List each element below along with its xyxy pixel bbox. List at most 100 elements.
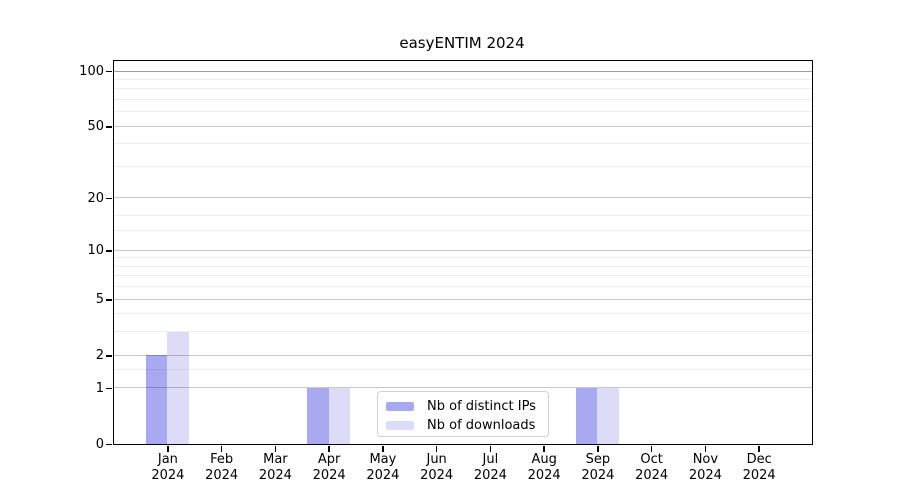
x-tick-mark xyxy=(382,446,384,453)
minor-gridline xyxy=(114,88,812,90)
legend-row-downloads: Nb of downloads xyxy=(386,416,540,435)
x-tick-mark xyxy=(435,446,438,453)
x-tick-month: May xyxy=(369,452,397,467)
y-tick-mark xyxy=(106,387,112,390)
x-tick-year: 2024 xyxy=(312,468,346,483)
x-tick-year: 2024 xyxy=(205,468,239,483)
minor-gridline xyxy=(114,275,812,277)
x-tick-month: Mar xyxy=(263,452,288,467)
x-tick-mark xyxy=(543,446,545,453)
x-tick-month: Nov xyxy=(692,452,719,467)
x-tick-mark xyxy=(704,446,707,453)
legend-swatch-distinct-ips xyxy=(386,402,414,411)
bar-apr-downloads xyxy=(328,387,351,444)
legend-row-distinct-ips: Nb of distinct IPs xyxy=(386,397,540,416)
x-tick-label: Mar 2024 xyxy=(247,452,303,484)
minor-gridline xyxy=(114,143,812,145)
major-gridline xyxy=(114,354,812,356)
x-tick-mark xyxy=(489,446,492,453)
minor-gridline xyxy=(114,111,812,113)
y-tick-label: 1 xyxy=(95,380,104,396)
major-gridline xyxy=(114,197,812,199)
chart-title: easyENTIM 2024 xyxy=(399,34,525,52)
minor-gridline xyxy=(114,98,812,100)
x-tick-mark xyxy=(220,446,223,453)
major-gridline xyxy=(114,249,812,251)
bar-apr-distinct-ips xyxy=(307,387,329,444)
y-tick-mark xyxy=(106,70,112,73)
x-tick-label: Sep 2024 xyxy=(570,452,626,484)
y-tick-mark xyxy=(106,298,112,301)
y-tick-mark xyxy=(106,355,112,357)
y-tick-label: 100 xyxy=(79,63,104,79)
y-tick-label: 5 xyxy=(95,291,104,307)
minor-gridline xyxy=(114,230,812,232)
minor-gridline xyxy=(114,165,812,167)
x-tick-label: May 2024 xyxy=(355,452,411,484)
x-tick-label: Oct 2024 xyxy=(624,452,680,484)
minor-gridline xyxy=(114,257,812,259)
x-tick-year: 2024 xyxy=(151,468,185,483)
x-tick-mark xyxy=(167,446,169,453)
x-tick-year: 2024 xyxy=(258,468,292,483)
x-tick-month: Aug xyxy=(531,452,557,467)
x-tick-month: Apr xyxy=(317,452,341,467)
x-tick-label: Feb 2024 xyxy=(194,452,250,484)
x-tick-label: Aug 2024 xyxy=(516,452,572,484)
x-tick-label: Jul 2024 xyxy=(462,452,518,484)
major-gridline xyxy=(114,125,812,127)
x-tick-year: 2024 xyxy=(473,468,507,483)
y-tick-mark xyxy=(106,197,112,200)
x-tick-year: 2024 xyxy=(366,468,400,483)
x-tick-month: Sep xyxy=(585,452,611,467)
y-tick-label: 0 xyxy=(95,436,104,452)
minor-gridline xyxy=(114,313,812,315)
x-tick-month: Jul xyxy=(482,452,499,467)
x-tick-label: Nov 2024 xyxy=(677,452,733,484)
y-tick-mark xyxy=(106,126,112,128)
major-gridline xyxy=(114,387,812,389)
x-tick-year: 2024 xyxy=(527,468,561,483)
y-tick-label: 20 xyxy=(87,190,104,206)
y-tick-label: 2 xyxy=(95,347,104,363)
legend-label-downloads: Nb of downloads xyxy=(427,418,536,433)
legend: Nb of distinct IPs Nb of downloads xyxy=(377,391,549,437)
x-tick-mark xyxy=(328,446,330,453)
major-gridline xyxy=(114,70,812,72)
bar-jan-distinct-ips xyxy=(145,355,168,444)
minor-gridline xyxy=(114,369,812,371)
bar-sep-distinct-ips xyxy=(575,387,598,444)
x-tick-mark xyxy=(758,446,760,453)
minor-gridline xyxy=(114,331,812,333)
bar-sep-downloads xyxy=(597,387,619,444)
x-tick-year: 2024 xyxy=(581,468,615,483)
minor-gridline xyxy=(114,265,812,267)
x-tick-year: 2024 xyxy=(635,468,669,483)
x-tick-month: Dec xyxy=(746,452,772,467)
y-tick-label: 10 xyxy=(87,242,104,258)
x-tick-year: 2024 xyxy=(420,468,454,483)
major-gridline xyxy=(114,298,812,300)
x-tick-label: Apr 2024 xyxy=(301,452,357,484)
legend-label-distinct-ips: Nb of distinct IPs xyxy=(427,399,536,414)
x-tick-label: Dec 2024 xyxy=(731,452,787,484)
minor-gridline xyxy=(114,214,812,216)
x-tick-mark xyxy=(597,446,599,453)
minor-gridline xyxy=(114,78,812,80)
x-tick-year: 2024 xyxy=(688,468,722,483)
y-tick-mark xyxy=(106,249,112,252)
y-tick-mark xyxy=(106,443,112,446)
x-tick-month: Oct xyxy=(640,452,663,467)
x-tick-month: Jan xyxy=(157,452,178,467)
legend-swatch-downloads xyxy=(386,421,414,430)
plot-area: Nb of distinct IPs Nb of downloads xyxy=(113,60,813,445)
minor-gridline xyxy=(114,286,812,288)
x-tick-label: Jan 2024 xyxy=(140,452,196,484)
x-tick-month: Feb xyxy=(210,452,234,467)
x-tick-mark xyxy=(274,446,277,453)
x-tick-year: 2024 xyxy=(742,468,776,483)
x-tick-month: Jun xyxy=(426,452,447,467)
x-tick-label: Jun 2024 xyxy=(409,452,465,484)
y-tick-label: 50 xyxy=(87,118,104,134)
